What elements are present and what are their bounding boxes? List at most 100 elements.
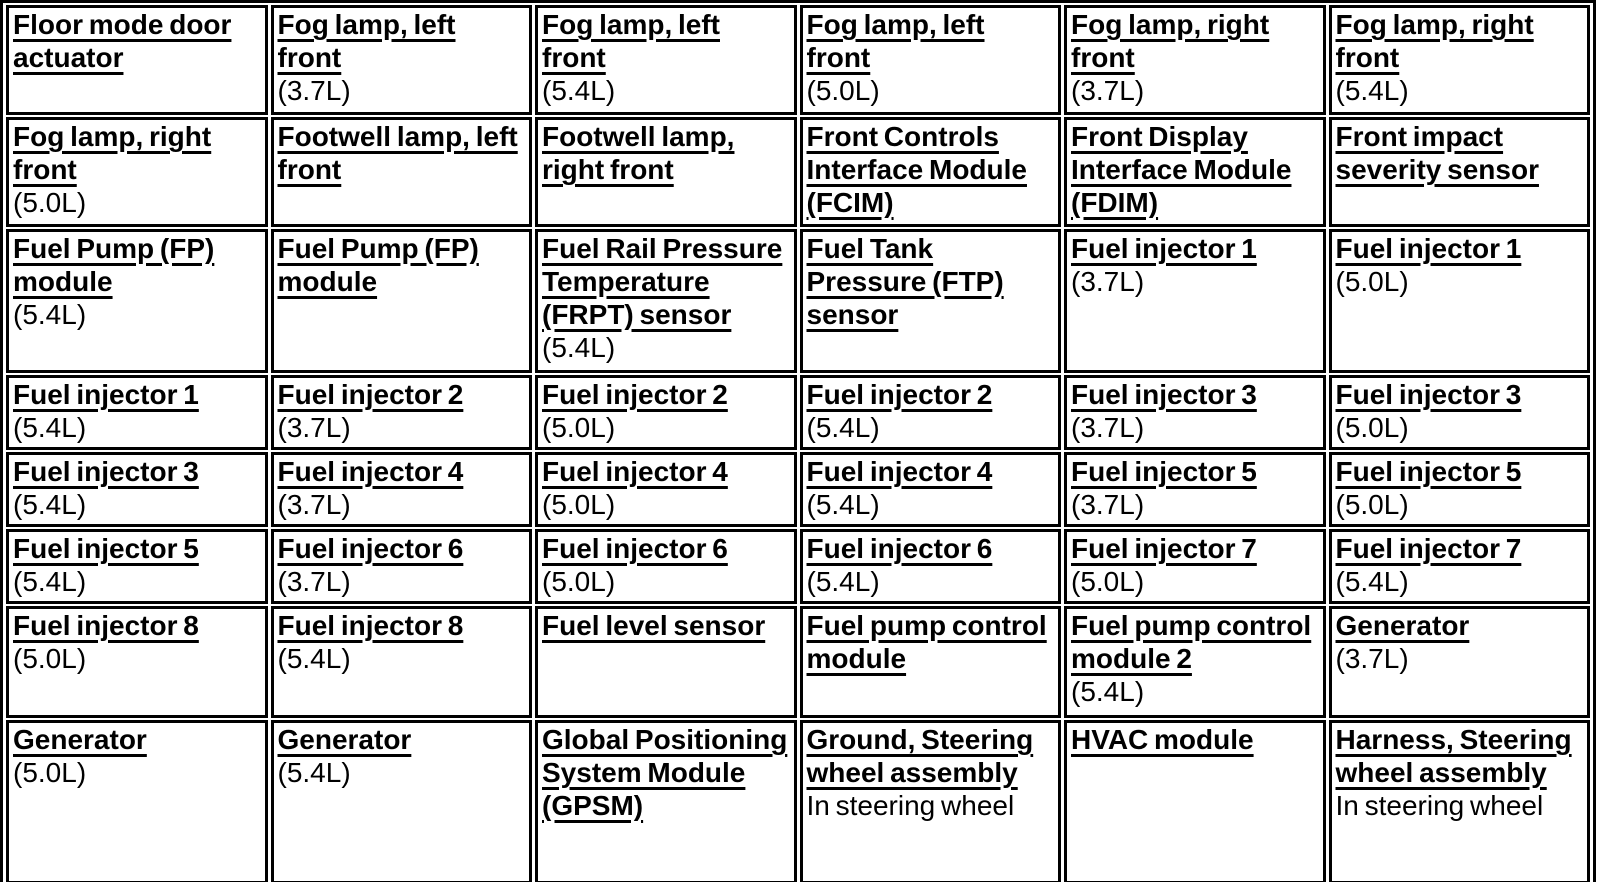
component-link[interactable]: Fuel Tank Pressure (FTP) sensor (806, 233, 1004, 330)
component-cell: Generator (5.4L) (270, 720, 532, 882)
component-cell: Fuel pump control module 2 (5.4L) (1064, 606, 1326, 718)
component-cell: Fog lamp, right front (5.4L) (1328, 5, 1590, 115)
cell-note: (5.0L) (806, 75, 880, 106)
component-cell: Fuel injector 7 (5.4L) (1328, 529, 1590, 604)
component-link[interactable]: Fuel injector 4 (542, 456, 728, 487)
component-cell: Fuel injector 2 (5.0L) (535, 375, 797, 450)
component-link[interactable]: Fuel injector 8 (13, 610, 199, 641)
cell-note: (5.0L) (1071, 566, 1145, 597)
component-link[interactable]: Fuel injector 4 (806, 456, 993, 487)
component-link[interactable]: Fog lamp, right front (13, 121, 212, 185)
component-link[interactable]: Fuel injector 1 (1071, 233, 1257, 264)
component-link[interactable]: Front impact severity sensor (1335, 121, 1539, 185)
component-link[interactable]: Front Display Interface Module (FDIM) (1071, 121, 1292, 218)
component-link[interactable]: Fog lamp, right front (1335, 9, 1534, 73)
cell-note: (5.4L) (1335, 75, 1409, 106)
cell-note: (3.7L) (277, 489, 351, 520)
cell-note: (5.4L) (13, 566, 87, 597)
component-cell: Fuel injector 5 (5.0L) (1328, 452, 1590, 527)
component-cell: Fuel injector 4 (5.4L) (799, 452, 1061, 527)
cell-note: (5.4L) (13, 412, 87, 443)
component-link[interactable]: Floor mode door actuator (13, 9, 232, 73)
component-link[interactable]: Fog lamp, right front (1071, 9, 1270, 73)
component-link[interactable]: Fuel Rail Pressure Temperature (FRPT) se… (542, 233, 783, 330)
component-cell: Fuel pump control module (799, 606, 1061, 718)
cell-note: (5.4L) (806, 566, 880, 597)
component-link[interactable]: Generator (277, 724, 412, 755)
cell-note: (5.4L) (1335, 566, 1409, 597)
component-link[interactable]: Fuel injector 5 (1071, 456, 1257, 487)
component-link[interactable]: Fuel injector 3 (13, 456, 199, 487)
component-cell: Fuel injector 2 (3.7L) (270, 375, 532, 450)
cell-note: (5.0L) (13, 643, 87, 674)
component-link[interactable]: Fuel Pump (FP) module (277, 233, 479, 297)
component-link[interactable]: Fog lamp, left front (277, 9, 456, 73)
component-link[interactable]: Fuel level sensor (542, 610, 766, 641)
component-link[interactable]: Fuel injector 2 (542, 379, 728, 410)
component-link[interactable]: Footwell lamp, right front (542, 121, 735, 185)
component-cell: Fuel injector 4 (5.0L) (535, 452, 797, 527)
component-cell: Fog lamp, left front (5.4L) (535, 5, 797, 115)
table-row: Fuel injector 1 (5.4L) Fuel injector 2 (3.7… (6, 375, 1590, 450)
component-link[interactable]: Generator (13, 724, 147, 755)
component-link[interactable]: Fuel Pump (FP) module (13, 233, 215, 297)
cell-note: (3.7L) (1071, 489, 1145, 520)
cell-note: (3.7L) (277, 75, 351, 106)
component-cell: Fuel level sensor (535, 606, 797, 718)
component-link[interactable]: HVAC module (1071, 724, 1254, 755)
component-link[interactable]: Harness, Steering wheel assembly (1335, 724, 1572, 788)
component-index-body: Floor mode door actuator Fog lamp, left f… (6, 5, 1590, 882)
component-cell: Fuel Pump (FP) module (270, 229, 532, 373)
component-link[interactable]: Fuel injector 6 (806, 533, 993, 564)
cell-note: (3.7L) (1335, 643, 1409, 674)
component-cell: Fuel injector 5 (3.7L) (1064, 452, 1326, 527)
table-row: Fuel injector 3 (5.4L) Fuel injector 4 (3.7… (6, 452, 1590, 527)
component-cell: Fuel Pump (FP) module (5.4L) (6, 229, 268, 373)
component-link[interactable]: Fuel injector 6 (542, 533, 728, 564)
table-row: Floor mode door actuator Fog lamp, left f… (6, 5, 1590, 115)
component-link[interactable]: Global Positioning System Module (GPSM) (542, 724, 788, 821)
cell-note: In steering wheel (806, 790, 1015, 821)
table-row: Fog lamp, right front (5.0L) Footwell lamp… (6, 117, 1590, 227)
component-link[interactable]: Fuel injector 1 (13, 379, 199, 410)
component-link[interactable]: Fuel injector 2 (806, 379, 993, 410)
component-link[interactable]: Fuel injector 4 (277, 456, 464, 487)
component-link[interactable]: Fuel injector 1 (1335, 233, 1522, 264)
cell-note: (3.7L) (1071, 75, 1145, 106)
component-cell: Front Display Interface Module (FDIM) (1064, 117, 1326, 227)
cell-note: (5.4L) (806, 489, 880, 520)
component-link[interactable]: Fuel injector 2 (277, 379, 464, 410)
component-link[interactable]: Fog lamp, left front (542, 9, 720, 73)
component-cell: Fuel injector 3 (5.0L) (1328, 375, 1590, 450)
component-cell: Footwell lamp, right front (535, 117, 797, 227)
component-link[interactable]: Fuel pump control module 2 (1071, 610, 1312, 674)
component-cell: Footwell lamp, left front (270, 117, 532, 227)
component-link[interactable]: Footwell lamp, left front (277, 121, 518, 185)
component-cell: Front Controls Interface Module (FCIM) (799, 117, 1061, 227)
component-cell: Fuel injector 5 (5.4L) (6, 529, 268, 604)
component-cell: Fuel injector 6 (5.0L) (535, 529, 797, 604)
component-link[interactable]: Fuel injector 7 (1335, 533, 1522, 564)
component-cell: HVAC module (1064, 720, 1326, 882)
cell-note: (3.7L) (277, 412, 351, 443)
table-row: Fuel injector 5 (5.4L) Fuel injector 6 (3.7… (6, 529, 1590, 604)
component-cell: Fuel injector 8 (5.0L) (6, 606, 268, 718)
component-cell: Fuel injector 7 (5.0L) (1064, 529, 1326, 604)
component-link[interactable]: Fuel injector 3 (1071, 379, 1257, 410)
cell-note: (5.0L) (542, 489, 616, 520)
component-link[interactable]: Generator (1335, 610, 1470, 641)
component-link[interactable]: Fuel injector 3 (1335, 379, 1522, 410)
component-link[interactable]: Fuel pump control module (806, 610, 1047, 674)
component-link[interactable]: Fuel injector 5 (1335, 456, 1522, 487)
component-link[interactable]: Fuel injector 7 (1071, 533, 1257, 564)
component-link[interactable]: Fuel injector 6 (277, 533, 464, 564)
component-cell: Global Positioning System Module (GPSM) (535, 720, 797, 882)
component-link[interactable]: Fuel injector 5 (13, 533, 199, 564)
cell-note: In steering wheel (1335, 790, 1544, 821)
cell-note: (5.4L) (277, 643, 351, 674)
component-link[interactable]: Fog lamp, left front (806, 9, 985, 73)
cell-note: (3.7L) (277, 566, 351, 597)
component-link[interactable]: Ground, Steering wheel assembly (806, 724, 1034, 788)
component-link[interactable]: Front Controls Interface Module (FCIM) (806, 121, 1027, 218)
component-link[interactable]: Fuel injector 8 (277, 610, 464, 641)
